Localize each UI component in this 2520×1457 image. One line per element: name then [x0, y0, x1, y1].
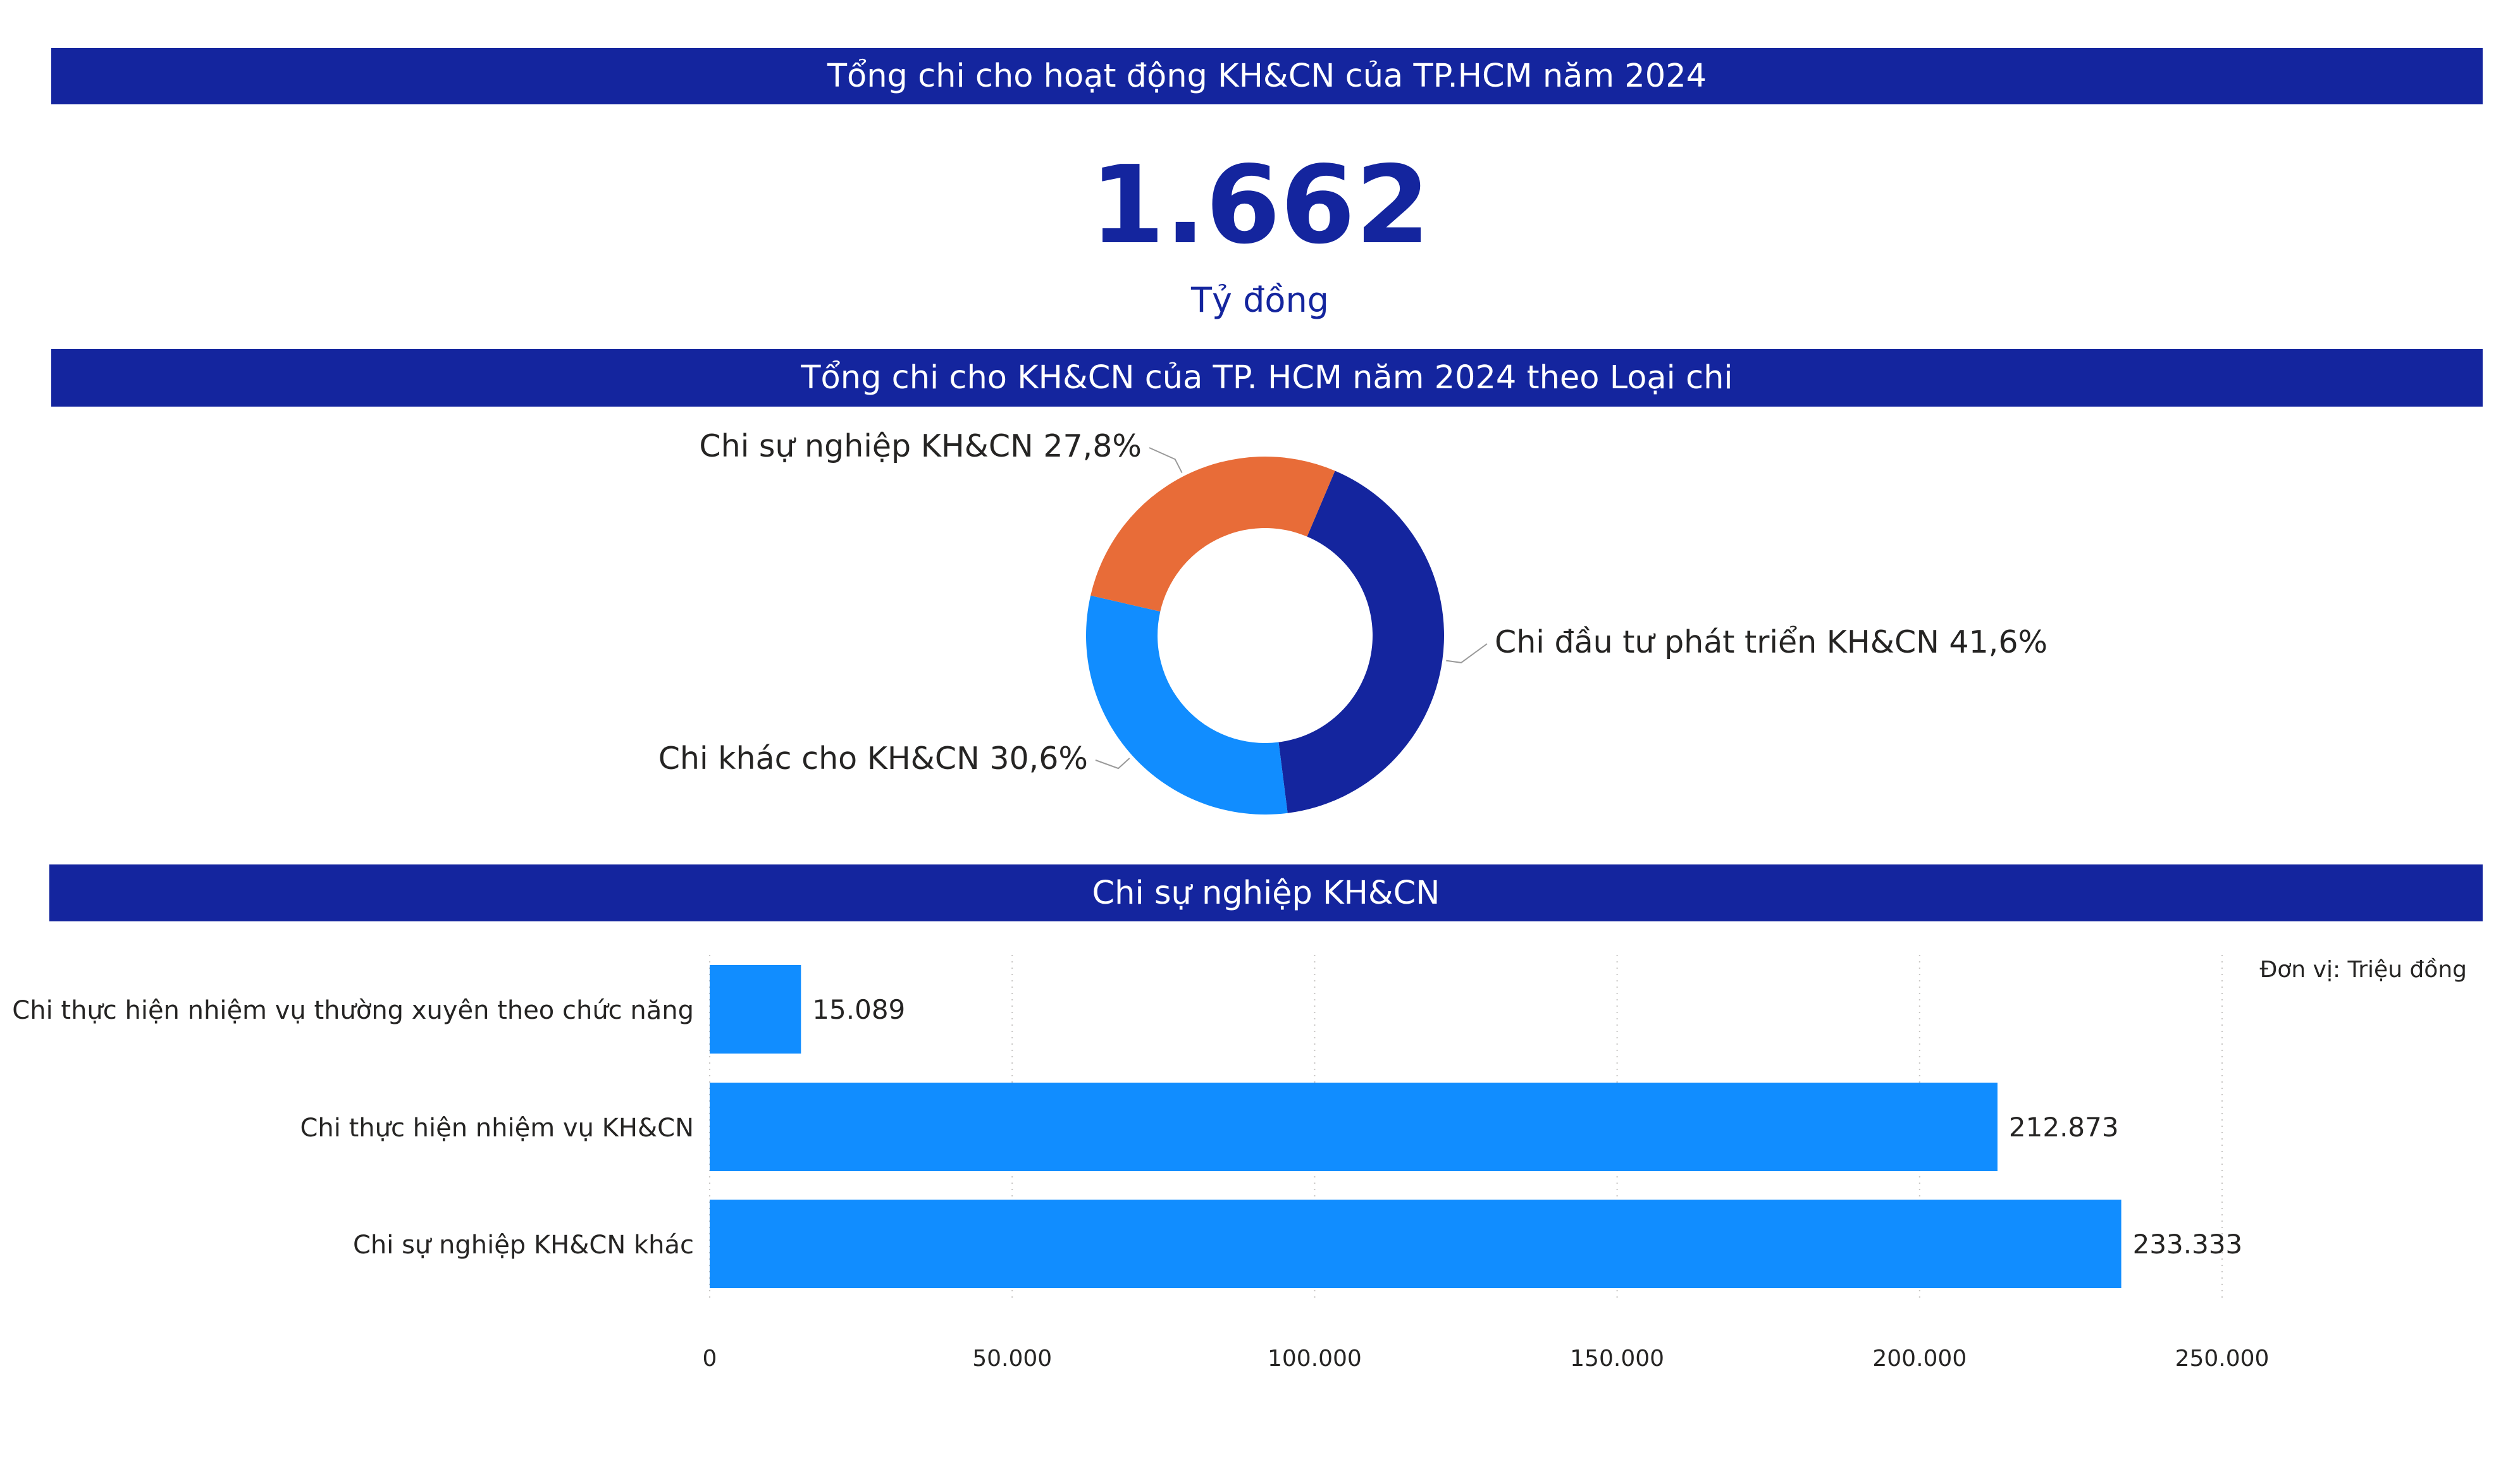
bar-category-label: Chi thực hiện nhiệm vụ thường xuyên theo… [12, 996, 694, 1025]
x-tick-label: 250.000 [2175, 1346, 2270, 1372]
donut-slice[interactable] [1090, 457, 1335, 612]
bar[interactable] [710, 1083, 1998, 1171]
donut-section-title: Tổng chi cho KH&CN của TP. HCM năm 2024 … [801, 359, 1733, 397]
bar[interactable] [710, 1200, 2122, 1288]
header-title: Tổng chi cho hoạt động KH&CN của TP.HCM … [827, 58, 1707, 95]
bar-value-label: 212.873 [2009, 1112, 2119, 1143]
kpi-value: 1.662 [1090, 143, 1430, 268]
bar[interactable] [710, 965, 801, 1054]
bar-value-label: 15.089 [812, 994, 905, 1025]
kpi-unit: Tỷ đồng [1191, 280, 1329, 320]
bar-category-label: Chi sự nghiệp KH&CN khác [353, 1231, 694, 1260]
bar-section-title: Chi sự nghiệp KH&CN [1092, 874, 1440, 912]
x-tick-label: 50.000 [972, 1346, 1052, 1372]
donut-slice-label: Chi đầu tư phát triển KH&CN 41,6% [1495, 624, 2048, 660]
donut-chart: Chi đầu tư phát triển KH&CN 41,6% Chi khá… [658, 428, 2048, 815]
donut-section-banner: Tổng chi cho KH&CN của TP. HCM năm 2024 … [51, 349, 2483, 407]
donut-slice-label: Chi sự nghiệp KH&CN 27,8% [699, 428, 1142, 464]
donut-slice[interactable] [1086, 595, 1288, 815]
bar-section-banner: Chi sự nghiệp KH&CN [49, 864, 2483, 921]
bar-category-label: Chi thực hiện nhiệm vụ KH&CN [300, 1114, 694, 1143]
x-tick-label: 200.000 [1872, 1346, 1967, 1372]
header-banner: Tổng chi cho hoạt động KH&CN của TP.HCM … [51, 48, 2483, 104]
donut-leader-line [1149, 447, 1183, 474]
donut-leader-line [1095, 758, 1130, 770]
donut-slice[interactable] [1278, 470, 1445, 813]
donut-leader-line [1446, 643, 1488, 663]
donut-slice-label: Chi khác cho KH&CN 30,6% [658, 741, 1088, 777]
x-tick-label: 150.000 [1570, 1346, 1664, 1372]
x-tick-label: 100.000 [1268, 1346, 1362, 1372]
bar-chart: Đơn vị: Triệu đồng Chi thực hiện nhiệm vụ… [12, 955, 2467, 1372]
x-tick-label: 0 [703, 1346, 717, 1372]
unit-note: Đơn vị: Triệu đồng [2259, 957, 2467, 983]
bar-value-label: 233.333 [2133, 1229, 2243, 1260]
